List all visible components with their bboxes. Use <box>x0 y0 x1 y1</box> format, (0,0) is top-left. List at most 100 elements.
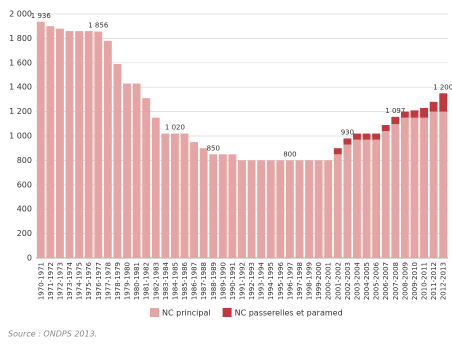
x-tick-label: 1970-1971 <box>37 262 45 300</box>
source: Source : ONDPS 2013. <box>8 330 97 339</box>
bar <box>314 160 323 258</box>
y-tick-label: 0 <box>27 254 32 263</box>
bar <box>439 111 448 258</box>
bar <box>94 31 103 259</box>
bar <box>410 117 419 258</box>
x-tick-label: 1972-1973 <box>56 262 64 300</box>
x-tick-label: 1982-1983 <box>152 262 160 300</box>
y-tick-label: 400 <box>17 205 32 214</box>
x-tick-label: 1971-1972 <box>47 262 55 300</box>
x-tick-label: 1985-1986 <box>181 261 189 300</box>
x-tick-label: 1984-1985 <box>171 262 179 300</box>
bar <box>410 110 419 118</box>
bar <box>161 133 170 258</box>
x-tick-label: 2000-2001 <box>325 262 333 300</box>
value-label: 1 097 <box>385 107 405 115</box>
x-tick-label: 1986-1987 <box>191 262 199 300</box>
x-tick-label: 1978-1979 <box>114 262 122 300</box>
x-tick-label: 1977-1978 <box>104 262 112 300</box>
x-tick-label: 2005-2006 <box>373 261 381 300</box>
bar <box>209 154 218 258</box>
bar <box>333 154 342 258</box>
bar <box>420 107 428 118</box>
bar <box>238 160 246 258</box>
value-label: 1 200 <box>433 83 452 91</box>
bar <box>429 101 438 112</box>
bar <box>151 117 160 258</box>
value-label: 850 <box>207 144 220 152</box>
bar <box>400 117 409 258</box>
bar <box>353 133 361 140</box>
x-tick-label: 1980-1981 <box>133 262 141 300</box>
x-tick-label: 2008-2009 <box>401 262 409 300</box>
bar <box>199 148 208 258</box>
bar <box>228 154 237 258</box>
x-tick-label: 2009-2010 <box>411 262 419 300</box>
value-label: 1 936 <box>31 12 52 20</box>
x-tick-label: 2003-2004 <box>353 261 361 300</box>
x-tick-label: 1992-1993 <box>248 262 256 300</box>
bar <box>276 160 285 258</box>
bar <box>295 160 304 258</box>
bar <box>103 40 112 259</box>
bar <box>84 31 93 258</box>
bar <box>343 138 352 145</box>
x-tick-label: 1999-2000 <box>315 262 323 300</box>
bar <box>362 133 371 140</box>
y-tick-label: 600 <box>17 180 32 189</box>
bar <box>420 117 428 258</box>
bar <box>180 133 189 258</box>
y-tick-label: 800 <box>17 156 32 165</box>
bar <box>333 148 342 155</box>
bar <box>190 142 199 258</box>
x-tick-label: 1983-1984 <box>162 261 170 300</box>
bar <box>372 133 381 140</box>
bar <box>65 31 74 258</box>
bar <box>362 139 371 258</box>
legend-swatch <box>222 308 232 317</box>
legend-label: NC passerelles et paramed <box>235 309 343 318</box>
x-tick-label: 1991-1992 <box>239 262 247 300</box>
x-tick-label: 1989-1990 <box>219 262 227 300</box>
bar <box>372 139 381 258</box>
x-tick-label: 1976-1977 <box>95 262 103 300</box>
value-label: 930 <box>341 128 354 136</box>
bar <box>381 131 390 258</box>
bar <box>429 111 438 258</box>
bar <box>391 116 400 125</box>
bar <box>391 124 400 258</box>
bar <box>132 83 141 258</box>
x-tick-label: 1990-1991 <box>229 262 237 300</box>
bar <box>285 160 294 258</box>
x-tick-label: 1996-1997 <box>286 262 294 300</box>
x-tick-label: 1987-1988 <box>200 262 208 300</box>
legend-label: NC principal <box>162 309 211 318</box>
y-tick-label: 1 800 <box>9 34 32 43</box>
bar <box>36 21 45 259</box>
y-tick-label: 200 <box>17 229 32 238</box>
x-tick-label: 1979-1980 <box>124 262 132 300</box>
value-label: 1 856 <box>88 22 109 30</box>
x-tick-label: 2010-2011 <box>421 262 429 300</box>
bar <box>353 139 361 258</box>
bar <box>75 31 84 258</box>
x-tick-label: 1981-1982 <box>143 262 151 300</box>
bar <box>171 133 179 258</box>
x-tick-label: 1993-1994 <box>258 261 266 300</box>
x-tick-label: 1998-1999 <box>306 262 314 300</box>
bar <box>266 160 275 258</box>
x-tick-label: 1997-1998 <box>296 262 304 300</box>
value-label: 800 <box>283 150 296 158</box>
bar <box>400 111 409 118</box>
bar <box>142 98 151 259</box>
legend-swatch <box>150 308 159 317</box>
bar <box>113 64 122 259</box>
x-tick-label: 1988-1989 <box>210 262 218 300</box>
bar <box>343 144 352 258</box>
y-tick-label: 1 400 <box>9 83 32 92</box>
bar <box>56 28 64 258</box>
bar <box>324 160 333 258</box>
x-tick-label: 1973-1974 <box>66 261 74 300</box>
bar <box>247 160 256 258</box>
x-tick-label: 1995-1996 <box>277 261 285 300</box>
